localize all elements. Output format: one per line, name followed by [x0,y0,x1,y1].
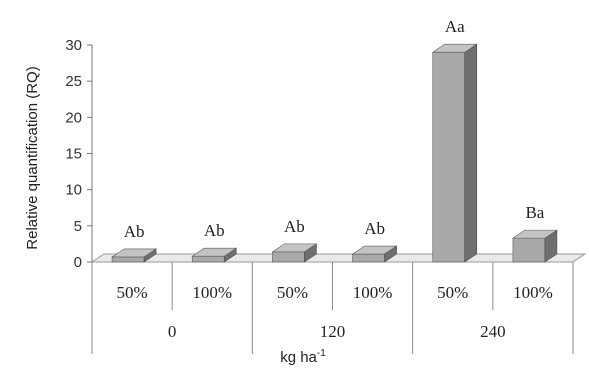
bar [431,43,478,263]
bar-top [511,229,558,239]
bar [191,247,238,263]
bar-data-label: Ab [284,217,305,236]
x-group-label: 0 [168,322,177,341]
bar-top [431,43,478,53]
bar-front [432,51,466,263]
bar-top [191,247,238,257]
y-tick-label: 15 [65,146,82,163]
bar-data-label: Ba [525,203,544,222]
bar-data-label: Ab [364,219,385,238]
y-tick-label: 0 [74,254,82,271]
chart-floor [90,253,587,263]
bar-data-label: Ab [124,222,145,241]
x-group-label: 240 [480,322,506,341]
bar-front [111,256,145,263]
y-tick-label: 20 [65,109,82,126]
data-labels: Ab Ab Ab Ab Aa Ba [124,17,545,241]
bar-top [351,245,398,255]
x-subcategory-label: 50% [277,283,308,302]
x-subcategory-label: 100% [513,283,553,302]
bar-front [512,237,546,263]
bar-data-label: Ab [204,221,225,240]
y-tick-label: 30 [65,37,82,54]
bar-front [272,251,305,263]
bar-side [464,43,478,263]
x-axis-label: kg ha-1 [280,348,326,366]
floor-plane [90,253,587,263]
y-tick-label: 10 [65,182,82,199]
x-axis-label-superscript: -1 [317,348,326,359]
x-group-label: 120 [320,322,346,341]
y-axis-label: Relative quantification (RQ) [24,66,41,249]
bar-front [191,255,225,263]
bar [511,229,558,263]
bar [351,245,398,263]
x-axis-table: 50% 100% 50% 100% 50% 100% 0 120 240 [91,262,574,354]
bar [271,243,318,263]
y-tick-label: 5 [74,218,82,235]
x-subcategory-label: 100% [353,283,393,302]
bar-data-label: Aa [445,17,465,36]
bar-top [111,248,158,258]
bar [111,248,158,263]
y-tick-label: 25 [65,73,82,90]
bar-top [271,243,318,253]
x-subcategory-label: 50% [116,283,147,302]
bar-front [352,253,385,263]
bars [111,43,558,263]
y-axis: 0 5 10 15 20 25 30 [65,37,93,271]
x-subcategory-label: 100% [192,283,232,302]
x-subcategory-label: 50% [437,283,468,302]
